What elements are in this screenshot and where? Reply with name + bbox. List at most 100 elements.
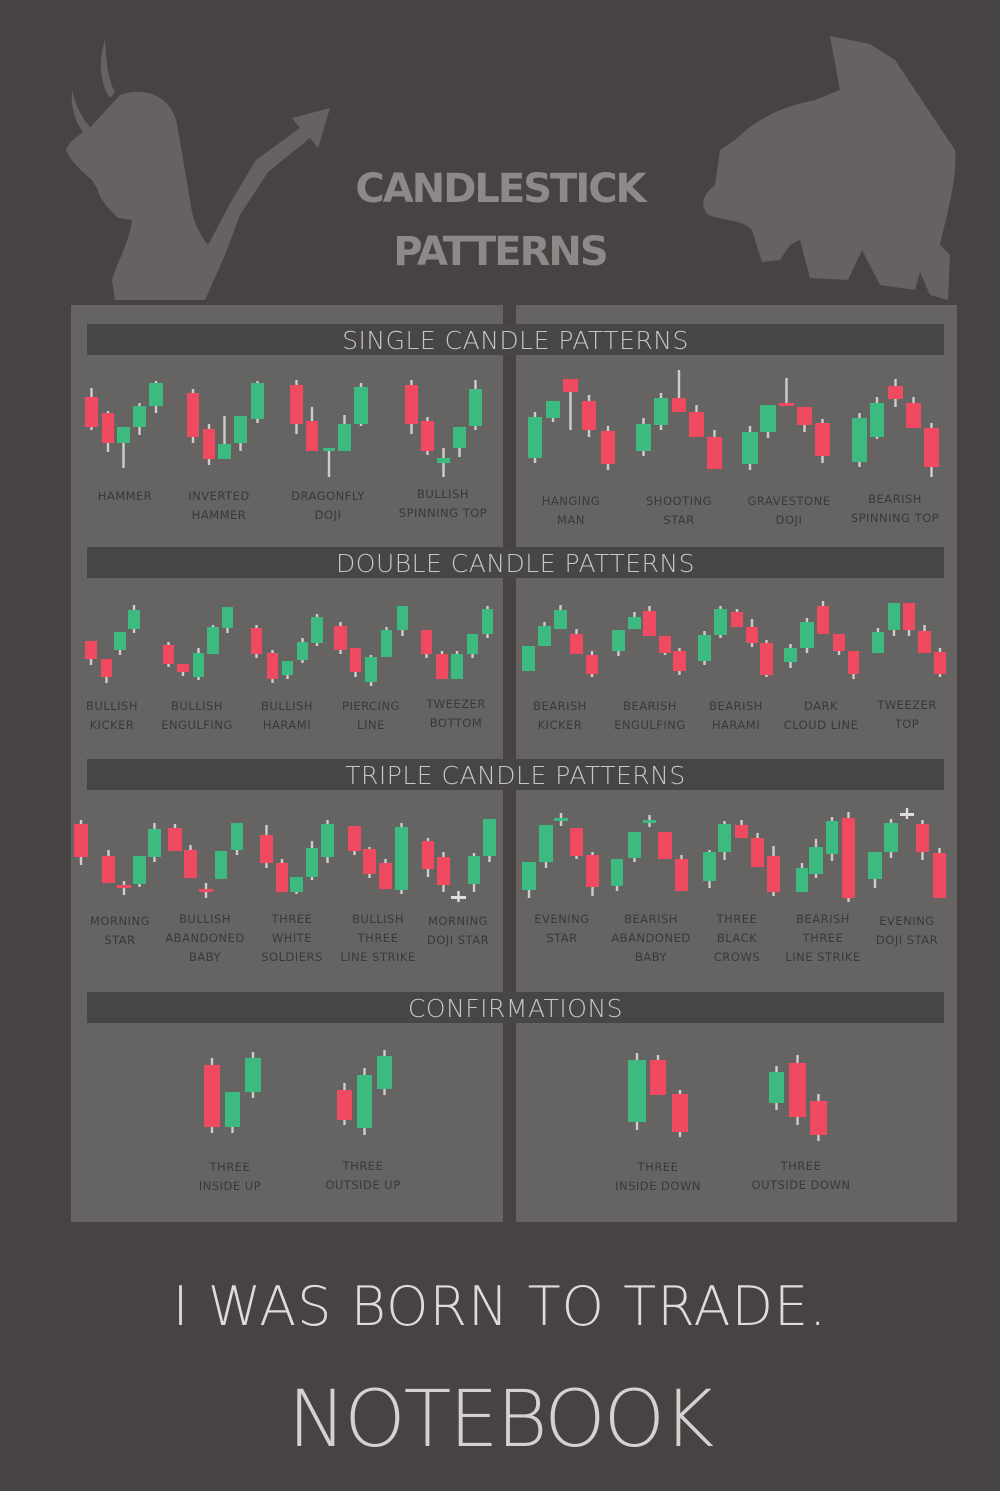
pattern-label-line: HAMMER (97, 489, 153, 503)
pattern-label: THREE OUTSIDE UP (325, 1157, 400, 1195)
pattern-label-line: BLACK (716, 931, 758, 945)
pattern-label: THREE INSIDE DOWN (615, 1158, 701, 1196)
pattern-label-line: CROWS (713, 950, 761, 964)
pattern-label-line: MORNING (428, 914, 488, 928)
pattern-label: DARK CLOUD LINE (784, 697, 859, 735)
pattern-label: EVENING STAR (534, 910, 589, 948)
pattern-label-line: INVERTED (188, 489, 250, 503)
pattern-label: MORNING STAR (90, 912, 150, 950)
slogan: I WAS BORN TO TRADE. (172, 1275, 828, 1338)
notebook-title: NOTEBOOK (287, 1375, 714, 1465)
pattern-label-line: STAR (546, 931, 578, 945)
pattern-label: PIERCING LINE (342, 697, 400, 735)
pattern-label-line: THREE (357, 931, 399, 945)
pattern-label-line: BULLISH (171, 699, 223, 713)
pattern-label: DRAGONFLY DOJI (291, 487, 365, 525)
pattern-label-line: BEARISH (868, 492, 922, 506)
pattern-label-line: BEARISH (624, 912, 678, 926)
cover-title-line-1: CANDLESTICK (355, 166, 646, 212)
pattern-label-line: STAR (663, 513, 695, 527)
pattern-label: BEARISH ENGULFING (614, 697, 686, 735)
pattern-label: BEARISH HARAMI (709, 697, 763, 735)
pattern-label-line: BABY (634, 950, 668, 964)
section-header-confirmations: CONFIRMATIONS (87, 992, 944, 1023)
pattern-label-line: THREE (802, 931, 844, 945)
pattern-label: THREE OUTSIDE DOWN (752, 1157, 851, 1195)
pattern-label-line: OUTSIDE DOWN (751, 1178, 851, 1192)
pattern-label-line: PIERCING (342, 699, 400, 713)
pattern-label-line: BEARISH (709, 699, 763, 713)
section-header-triple: TRIPLE CANDLE PATTERNS (87, 759, 944, 790)
pattern-label-line: THREE (637, 1160, 679, 1174)
section-header-double: DOUBLE CANDLE PATTERNS (87, 547, 944, 578)
pattern-label-line: HARAMI (711, 718, 761, 732)
pattern-label-line: HARAMI (262, 718, 312, 732)
pattern-label-line: THREE (342, 1159, 384, 1173)
pattern-label-line: ENGULFING (614, 718, 686, 732)
pattern-label-line: SOLDIERS (261, 950, 323, 964)
pattern-label: BULLISH KICKER (86, 697, 138, 735)
pattern-label-line: MAN (557, 513, 585, 527)
pattern-label: THREE BLACK CROWS (714, 910, 760, 967)
pattern-label-line: MORNING (90, 914, 150, 928)
pattern-label: TWEEZER BOTTOM (426, 695, 486, 733)
pattern-label-line: BOTTOM (429, 716, 483, 730)
pattern-label-line: BULLISH (86, 699, 138, 713)
pattern-label-line: ABANDONED (611, 931, 691, 945)
pattern-label-line: HAMMER (191, 508, 247, 522)
pattern-label: THREE WHITE SOLDIERS (261, 910, 323, 967)
pattern-label-line: WHITE (271, 931, 313, 945)
pattern-label: MORNING DOJI STAR (427, 912, 489, 950)
pattern-label-line: DARK (803, 699, 839, 713)
pattern-label-line: THREE (209, 1160, 251, 1174)
pattern-label-line: OUTSIDE UP (325, 1178, 401, 1192)
pattern-label: BEARISH ABANDONED BABY (611, 910, 690, 967)
pattern-label-line: DOJI (775, 513, 803, 527)
pattern-label: GRAVESTONE DOJI (748, 492, 831, 530)
pattern-label: BULLISH ENGULFING (161, 697, 233, 735)
pattern-label-line: DOJI STAR (875, 933, 939, 947)
pattern-label: BULLISH HARAMI (261, 697, 313, 735)
pattern-label-line: INSIDE UP (198, 1179, 262, 1193)
pattern-label-line: ABANDONED (165, 931, 245, 945)
pattern-label-line: BULLISH (417, 487, 469, 501)
pattern-label-line: SPINNING TOP (850, 511, 940, 525)
pattern-label-line: SPINNING TOP (398, 506, 488, 520)
section-header-single: SINGLE CANDLE PATTERNS (87, 324, 944, 355)
pattern-label-line: BEARISH (623, 699, 677, 713)
pattern-label: THREE INSIDE UP (199, 1158, 261, 1196)
pattern-label-line: KICKER (537, 718, 583, 732)
pattern-label-line: BULLISH (352, 912, 404, 926)
pattern-label-line: BULLISH (261, 699, 313, 713)
pattern-label-line: THREE (716, 912, 758, 926)
pattern-label: BEARISH KICKER (533, 697, 587, 735)
pattern-label: HAMMER (98, 487, 153, 506)
cover-title-line-2: PATTERNS (393, 229, 608, 275)
pattern-label-line: LINE (357, 718, 385, 732)
pattern-label-line: BEARISH (796, 912, 850, 926)
pattern-label-line: BABY (188, 950, 222, 964)
pattern-label: EVENING DOJI STAR (876, 912, 938, 950)
bear-arrow-icon (703, 36, 956, 300)
pattern-label-line: EVENING (879, 914, 935, 928)
pattern-label-line: EVENING (534, 912, 590, 926)
pattern-label: BULLISH SPINNING TOP (399, 485, 487, 523)
pattern-label: HANGING MAN (542, 492, 600, 530)
pattern-label-line: HANGING (541, 494, 601, 508)
pattern-label: TWEEZER TOP (877, 696, 937, 734)
pattern-label-line: DOJI (314, 508, 342, 522)
pattern-label-line: KICKER (89, 718, 135, 732)
pattern-label: BULLISH THREE LINE STRIKE (340, 910, 415, 967)
pattern-label-line: SHOOTING (646, 494, 712, 508)
pattern-label-line: THREE (780, 1159, 822, 1173)
pattern-label-line: INSIDE DOWN (615, 1179, 701, 1193)
pattern-label-line: GRAVESTONE (747, 494, 831, 508)
pattern-label-line: ENGULFING (161, 718, 233, 732)
pattern-label-line: THREE (271, 912, 313, 926)
pattern-label-line: CLOUD LINE (783, 718, 859, 732)
pattern-label-line: TOP (894, 717, 920, 731)
pattern-label-line: DOJI STAR (426, 933, 490, 947)
pattern-label-line: LINE STRIKE (340, 950, 416, 964)
pattern-label-line: BULLISH (179, 912, 231, 926)
pattern-label-line: BEARISH (533, 699, 587, 713)
